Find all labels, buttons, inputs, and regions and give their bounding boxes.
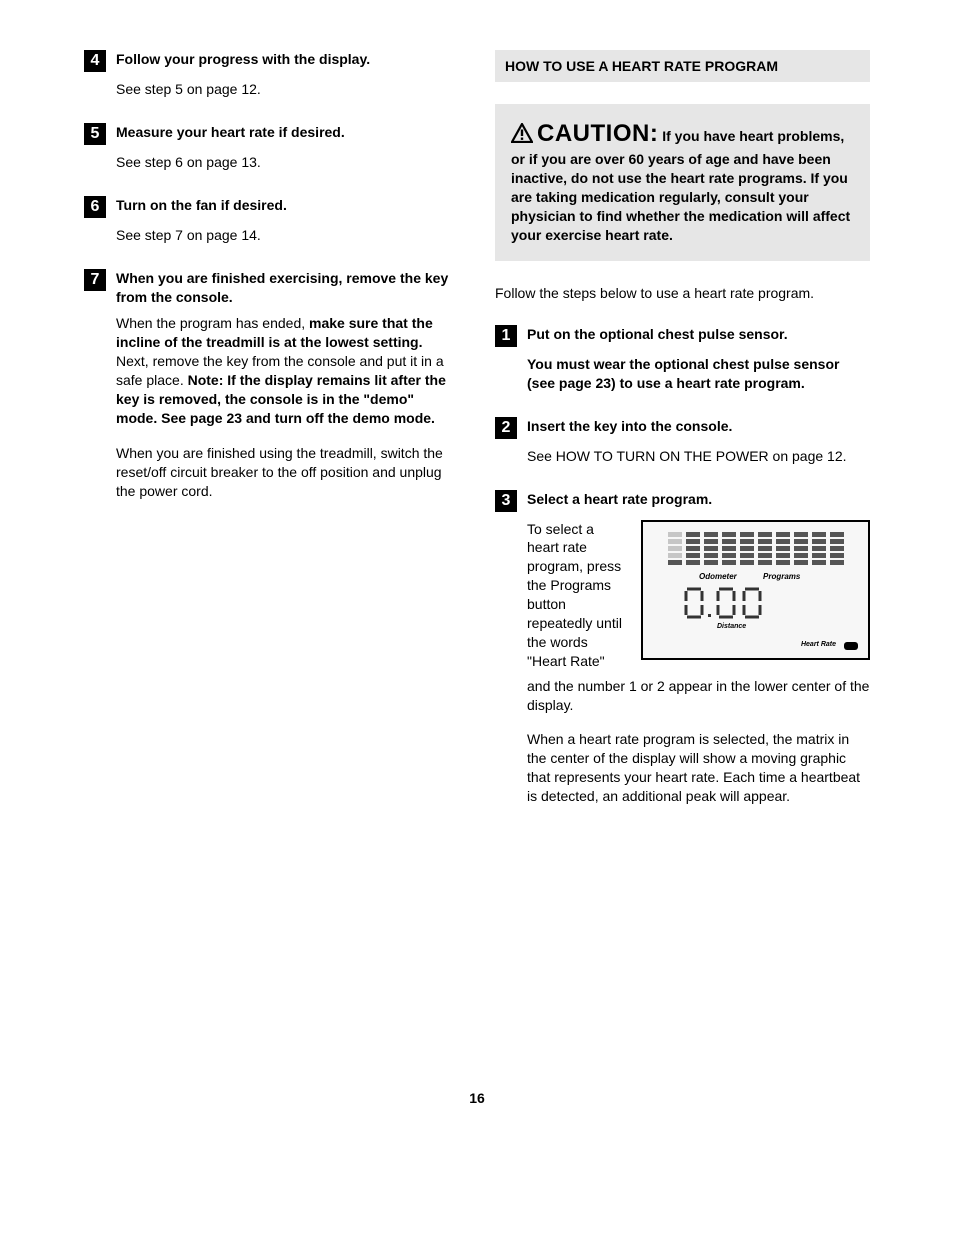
section-title: HOW TO USE A HEART RATE PROGRAM — [495, 50, 870, 82]
body-text: When a heart rate program is selected, t… — [527, 730, 870, 806]
two-column-layout: 4 Follow your progress with the display.… — [84, 50, 870, 830]
step-heading: Measure your heart rate if desired. — [116, 123, 345, 142]
right-column: HOW TO USE A HEART RATE PROGRAM CAUTION:… — [495, 50, 870, 830]
step-number-box: 2 — [495, 417, 517, 439]
step-number-box: 1 — [495, 325, 517, 347]
bold-text: You must wear the optional chest pulse s… — [527, 356, 839, 391]
step-heading: When you are finished exercising, remove… — [116, 269, 459, 307]
left-column: 4 Follow your progress with the display.… — [84, 50, 459, 830]
step-heading: Put on the optional chest pulse sensor. — [527, 325, 788, 344]
body-text: See step 7 on page 14. — [116, 226, 459, 245]
page-number: 16 — [84, 1090, 870, 1106]
console-display-diagram: Odometer Programs — [641, 520, 870, 660]
intro-text: Follow the steps below to use a heart ra… — [495, 285, 870, 301]
body-text: See step 5 on page 12. — [116, 80, 459, 99]
heart-rate-label: Heart Rate — [801, 640, 836, 649]
step-heading: Turn on the fan if desired. — [116, 196, 287, 215]
step-body: When the program has ended, make sure th… — [116, 314, 459, 500]
body-paragraph: When the program has ended, make sure th… — [116, 314, 459, 427]
warning-icon — [511, 123, 533, 148]
caution-title: CAUTION: — [537, 120, 658, 147]
heart-rate-icon — [844, 642, 858, 650]
caution-line: CAUTION: If you have heart problems, or … — [511, 128, 850, 243]
step-heading: Select a heart rate program. — [527, 490, 712, 509]
body-text: and the number 1 or 2 appear in the lowe… — [527, 677, 870, 715]
step-1: 1 Put on the optional chest pulse sensor… — [495, 325, 870, 347]
step-body: See step 6 on page 13. — [116, 153, 459, 172]
body-text: You must wear the optional chest pulse s… — [527, 355, 870, 393]
text-image-wrap: To select a heart rate program, press th… — [527, 520, 870, 671]
step-body: You must wear the optional chest pulse s… — [527, 355, 870, 393]
wrap-text: To select a heart rate program, press th… — [527, 520, 627, 671]
step-number-box: 6 — [84, 196, 106, 218]
programs-label: Programs — [763, 572, 800, 583]
distance-label: Distance — [717, 622, 746, 631]
step-number-box: 5 — [84, 123, 106, 145]
step-7: 7 When you are finished exercising, remo… — [84, 269, 459, 307]
odometer-label: Odometer — [699, 572, 737, 583]
step-body: See step 5 on page 12. — [116, 80, 459, 99]
step-6: 6 Turn on the fan if desired. — [84, 196, 459, 218]
step-heading: Insert the key into the console. — [527, 417, 732, 436]
step-4: 4 Follow your progress with the display. — [84, 50, 459, 72]
step-heading: Follow your progress with the display. — [116, 50, 370, 69]
matrix-graphic — [668, 532, 844, 565]
body-paragraph: When you are finished using the treadmil… — [116, 444, 459, 501]
step-body: To select a heart rate program, press th… — [527, 520, 870, 806]
body-text: See step 6 on page 13. — [116, 153, 459, 172]
step-body: See step 7 on page 14. — [116, 226, 459, 245]
caution-box: CAUTION: If you have heart problems, or … — [495, 104, 870, 261]
text: When the program has ended, — [116, 315, 309, 331]
step-2: 2 Insert the key into the console. — [495, 417, 870, 439]
step-number-box: 4 — [84, 50, 106, 72]
step-body: See HOW TO TURN ON THE POWER on page 12. — [527, 447, 870, 466]
step-3: 3 Select a heart rate program. — [495, 490, 870, 512]
body-text: See HOW TO TURN ON THE POWER on page 12. — [527, 447, 870, 466]
step-number-box: 3 — [495, 490, 517, 512]
step-5: 5 Measure your heart rate if desired. — [84, 123, 459, 145]
step-number-box: 7 — [84, 269, 106, 291]
